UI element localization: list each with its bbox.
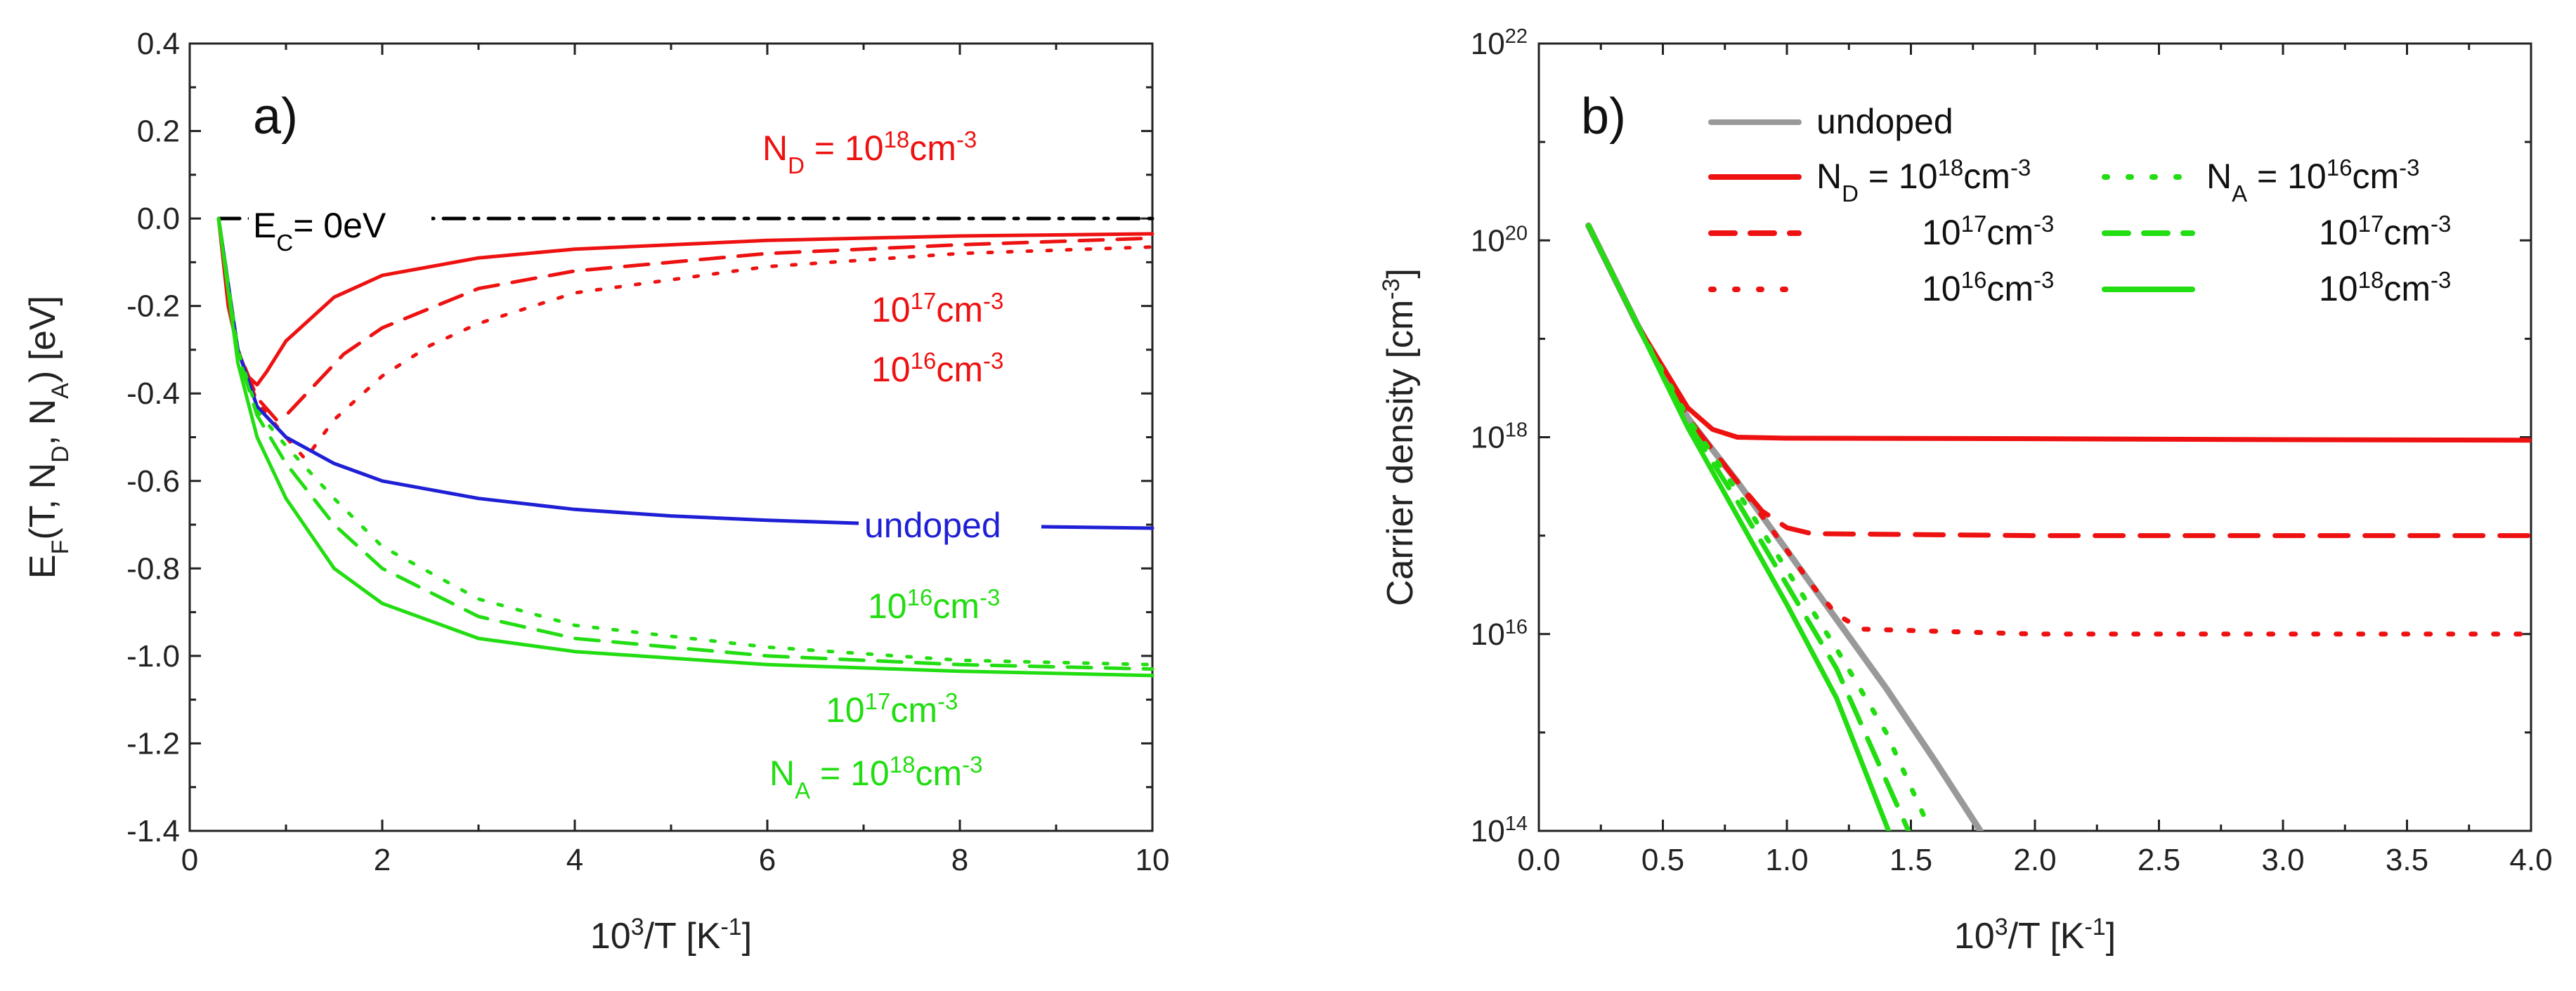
y-tick-label: -0.4 <box>126 376 180 411</box>
y-tick-label: -0.6 <box>126 464 180 499</box>
legend-entry: 1017cm-3 <box>2319 211 2451 253</box>
curve-annotation: undoped <box>864 506 1001 545</box>
curve-annotation: 1017cm-3 <box>826 688 958 730</box>
y-axis-label: Carrier density [cm-3] <box>1378 268 1421 606</box>
x-tick-label: 4 <box>566 843 583 877</box>
series-line <box>216 216 1154 678</box>
panel-a: 0 2 4 6 8 10 0.4 0.2 0.0 -0.2 -0.4 -0.6 -0.8 -1.0 -1.2… <box>22 27 1169 957</box>
x-tick-label: 2.0 <box>2013 843 2056 877</box>
x-tick-label: 6 <box>759 843 776 877</box>
series-line <box>216 216 1154 530</box>
curve-annotation: 1016cm-3 <box>871 348 1003 390</box>
x-tick-label: 2.5 <box>2138 843 2180 877</box>
legend: undoped ND = 1018cm-3 1017cm-3 1016cm-3 NA =… <box>1708 102 2451 309</box>
y-tick-label: -1.0 <box>126 639 180 674</box>
x-tick-label: 4.0 <box>2509 843 2552 877</box>
y-tick-label: 0.0 <box>137 202 180 236</box>
legend-entry: 1016cm-3 <box>1922 267 2054 309</box>
y-tick-label: 0.2 <box>137 114 180 149</box>
x-axis-label: 103/T [K-1] <box>1954 914 2116 957</box>
annotation-bg <box>249 206 431 247</box>
y-tick-label: 1018 <box>1471 419 1528 455</box>
x-tick-label: 0.5 <box>1641 843 1684 877</box>
legend-entry: 1017cm-3 <box>1922 211 2054 253</box>
x-tick-label: 0 <box>181 843 198 877</box>
panel-label-a: a) <box>253 88 298 145</box>
series-line <box>216 216 1154 461</box>
series-line <box>1586 223 1892 831</box>
series-line <box>216 216 1154 671</box>
y-tick-label: 1020 <box>1471 222 1528 258</box>
x-tick-label: 3.0 <box>2261 843 2304 877</box>
legend-entry: undoped <box>1816 102 1953 141</box>
legend-entry: ND = 1018cm-3 <box>1816 155 2031 206</box>
y-tick-label: -0.8 <box>126 551 180 586</box>
x-tick-label: 10 <box>1136 843 1170 877</box>
curve-annotation: 1017cm-3 <box>871 288 1003 330</box>
annotation-bg <box>859 506 1041 546</box>
legend-entry: 1018cm-3 <box>2319 267 2451 309</box>
series-line <box>216 216 1154 422</box>
y-axis-label-group: EF(T, ND, NA) [eV] <box>22 296 74 579</box>
y-tick-label: 1016 <box>1471 616 1528 652</box>
curve-annotation: 1016cm-3 <box>868 584 1000 626</box>
y-tick-label: 1014 <box>1471 813 1528 848</box>
y-tick-label: 0.4 <box>137 27 180 61</box>
y-tick-label: -0.2 <box>126 289 180 324</box>
legend-entry: NA = 1016cm-3 <box>2206 155 2419 206</box>
panel-label-b: b) <box>1581 88 1626 145</box>
x-tick-label: 1.5 <box>1889 843 1932 877</box>
curve-annotation: NA = 1018cm-3 <box>769 752 982 803</box>
curve-annotation: ND = 1018cm-3 <box>762 126 977 178</box>
curve-annotation: EC= 0eV <box>253 206 386 256</box>
series-line <box>1586 223 2531 443</box>
y-tick-label: -1.2 <box>126 726 180 761</box>
panel-b: 0.0 0.5 1.0 1.5 2.0 2.5 3.0 3.5 4.0 1022 1020 1018 1… <box>1378 25 2553 957</box>
series-line <box>1586 223 1934 831</box>
plot-frame <box>188 42 1154 832</box>
y-axis-label: EF(T, ND, NA) [eV] <box>22 296 74 579</box>
series-group <box>1585 222 2531 831</box>
x-tick-label: 8 <box>951 843 968 877</box>
y-tick-label: -1.4 <box>126 814 180 848</box>
x-axis-label: 103/T [K-1] <box>590 914 752 957</box>
y-tick-label: 1022 <box>1471 25 1528 61</box>
x-tick-label: 3.5 <box>2386 843 2428 877</box>
x-tick-label: 2 <box>374 843 391 877</box>
y-axis-label-group: Carrier density [cm-3] <box>1378 268 1421 606</box>
x-tick-label: 0.0 <box>1517 843 1560 877</box>
x-tick-label: 1.0 <box>1765 843 1808 877</box>
